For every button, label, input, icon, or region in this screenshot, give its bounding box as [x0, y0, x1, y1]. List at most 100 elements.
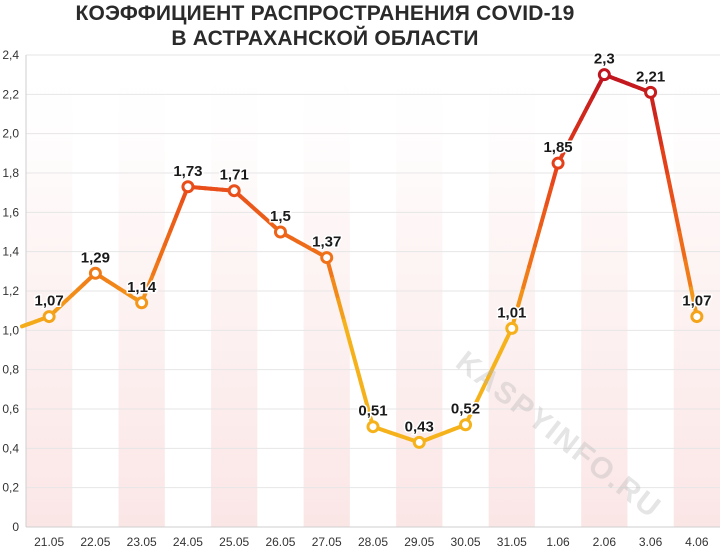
- x-tick-label: 29.05: [404, 535, 434, 549]
- x-tick-label: 4.06: [685, 535, 709, 549]
- data-label: 1,85: [543, 139, 572, 156]
- series-segment: [665, 174, 676, 207]
- y-tick-label: 0,6: [2, 402, 19, 416]
- y-tick-label: 1,2: [2, 284, 19, 298]
- data-point: [273, 225, 287, 239]
- data-point: [459, 418, 473, 432]
- y-tick-label: 1,0: [2, 323, 19, 337]
- series-segment: [677, 230, 688, 263]
- series-segment: [683, 258, 694, 291]
- series-segment: [544, 181, 555, 207]
- x-tick-label: 26.05: [265, 535, 295, 549]
- y-tick-label: 0,8: [2, 363, 19, 377]
- series-segment: [561, 139, 572, 155]
- data-point: [42, 310, 56, 324]
- series-segment: [671, 202, 682, 235]
- series-segment: [538, 202, 549, 228]
- series-segment: [336, 297, 347, 323]
- data-points: [42, 68, 704, 449]
- y-tick-label: 1,6: [2, 205, 19, 219]
- data-label: 1,5: [270, 208, 291, 225]
- series-segment: [145, 271, 156, 291]
- data-point: [88, 266, 102, 280]
- series-segment: [330, 276, 341, 302]
- series-segment: [475, 386, 485, 403]
- series-segment: [157, 242, 167, 262]
- x-tick-label: 22.05: [80, 535, 110, 549]
- series-segment: [573, 116, 584, 132]
- data-point: [505, 321, 519, 335]
- series-segment: [347, 340, 358, 366]
- series-segment: [527, 243, 537, 269]
- x-tick-label: 31.05: [497, 535, 527, 549]
- x-tick-label: 25.05: [219, 535, 249, 549]
- series-segment: [162, 228, 173, 247]
- y-tick-label: 0,2: [2, 481, 19, 495]
- data-label: 1,29: [81, 249, 110, 266]
- x-tick-label: 24.05: [173, 535, 203, 549]
- series-segment: [342, 318, 352, 345]
- series-segment: [492, 350, 503, 367]
- x-tick-label: 21.05: [34, 535, 64, 549]
- data-point: [551, 156, 565, 170]
- data-point: [690, 310, 704, 324]
- y-tick-label: 2,0: [2, 127, 19, 141]
- y-tick-label: 1,8: [2, 166, 19, 180]
- series-segment: [486, 362, 497, 379]
- series-segment: [359, 382, 370, 408]
- y-tick-label: 0: [12, 520, 19, 534]
- x-tick-label: 27.05: [312, 535, 342, 549]
- series-segment: [660, 146, 670, 179]
- data-point: [366, 420, 380, 434]
- series-segment: [521, 264, 532, 290]
- data-label: 1,73: [173, 163, 202, 180]
- y-tick-label: 2,4: [2, 48, 19, 62]
- series-segment: [567, 127, 578, 144]
- x-tick-label: 1.06: [546, 535, 570, 549]
- data-label: 1,37: [312, 234, 341, 251]
- data-point: [412, 435, 426, 449]
- data-point: [135, 296, 149, 310]
- data-label: 1,71: [220, 167, 249, 184]
- data-label: 0,51: [358, 403, 387, 420]
- series-segment: [532, 223, 543, 248]
- series-segment: [174, 199, 185, 218]
- x-tick-label: 28.05: [358, 535, 388, 549]
- chart-title-line2: В АСТРАХАНСКОЙ ОБЛАСТИ: [171, 27, 479, 50]
- series-segment: [590, 83, 601, 99]
- grid-lines: [26, 54, 720, 528]
- data-point: [597, 68, 611, 82]
- y-tick-label: 2,2: [2, 87, 19, 101]
- y-tick-label: 0,4: [2, 441, 19, 455]
- data-label: 1,07: [682, 293, 711, 310]
- y-tick-label: 1,4: [2, 245, 19, 259]
- data-label: 1,01: [497, 304, 526, 321]
- data-label: 2,3: [594, 51, 615, 68]
- data-label: 0,43: [405, 418, 434, 435]
- series-segment: [498, 338, 509, 355]
- x-tick-label: 2.06: [593, 535, 617, 549]
- x-tick-label: 3.06: [639, 535, 663, 549]
- data-label: 0,52: [451, 401, 480, 418]
- x-tick-label: 30.05: [451, 535, 481, 549]
- data-label: 1,07: [35, 293, 64, 310]
- series-segment: [469, 398, 480, 415]
- data-point: [227, 184, 241, 198]
- series-segment: [515, 285, 526, 310]
- chart-title-line1: КОЭФФИЦИЕНТ РАСПРОСТРАНЕНИЯ COVID-19: [75, 2, 575, 25]
- data-label: 1,14: [127, 279, 157, 296]
- data-label: 2,21: [636, 68, 665, 85]
- x-axis: 21.05 22.05 23.05 24.05 25.05 26.05 27.05 28.05…: [26, 526, 720, 549]
- series-segment: [480, 374, 491, 391]
- data-point: [320, 251, 334, 265]
- data-labels: 1,07 1,29 1,14 1,73 1,71 1,5 1,37 0,51 0,43 0,52 1…: [33, 49, 713, 437]
- series-segment: [151, 257, 162, 276]
- data-point: [181, 180, 195, 194]
- y-axis: 0 0,2 0,4 0,6 0,8 1,0 1,2 1,4 1,6 1,8 2,0 2,2 2,4: [2, 48, 27, 534]
- series-segment: [168, 213, 179, 233]
- x-tick-label: 23.05: [127, 535, 157, 549]
- data-point: [644, 85, 658, 99]
- series-segment: [584, 94, 595, 110]
